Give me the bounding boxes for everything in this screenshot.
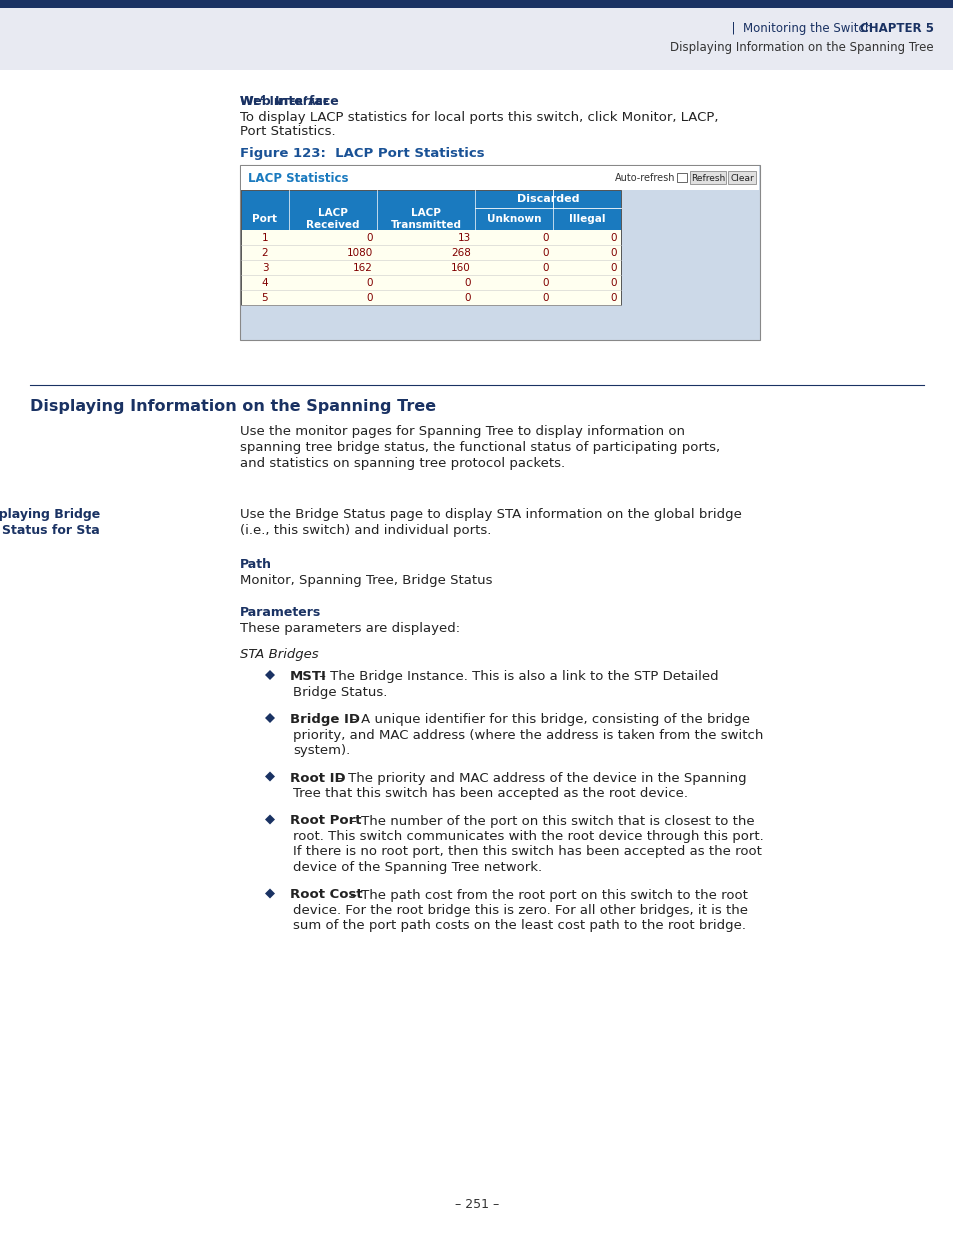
Bar bbox=[689, 170, 725, 184]
Bar bbox=[241, 190, 620, 230]
Text: 1080: 1080 bbox=[346, 247, 373, 258]
Text: These parameters are displayed:: These parameters are displayed: bbox=[240, 622, 459, 635]
Text: 162: 162 bbox=[353, 263, 373, 273]
Bar bbox=[241, 230, 620, 245]
Text: Bridge ID: Bridge ID bbox=[290, 713, 359, 726]
Text: system).: system). bbox=[293, 743, 350, 757]
Text: STA Bridges: STA Bridges bbox=[240, 648, 318, 661]
Text: Port Statistics.: Port Statistics. bbox=[240, 125, 335, 138]
Text: Figure 123:  LACP Port Statistics: Figure 123: LACP Port Statistics bbox=[240, 147, 484, 161]
Text: 0: 0 bbox=[610, 247, 617, 258]
Text: – The priority and MAC address of the device in the Spanning: – The priority and MAC address of the de… bbox=[333, 772, 746, 784]
Text: 0: 0 bbox=[610, 232, 617, 242]
Bar bbox=[241, 245, 620, 261]
Text: priority, and MAC address (where the address is taken from the switch: priority, and MAC address (where the add… bbox=[293, 729, 762, 741]
Text: sum of the port path costs on the least cost path to the root bridge.: sum of the port path costs on the least … bbox=[293, 920, 745, 932]
Text: Wᴇᴬ Iɴᴛᴇʀᶠᴀᴄᴇ: Wᴇᴬ Iɴᴛᴇʀᶠᴀᴄᴇ bbox=[240, 95, 329, 107]
Bar bbox=[241, 190, 620, 305]
Text: Port: Port bbox=[253, 214, 277, 224]
Text: 0: 0 bbox=[366, 232, 373, 242]
Text: – The number of the port on this switch that is closest to the: – The number of the port on this switch … bbox=[345, 815, 754, 827]
Text: 0: 0 bbox=[366, 293, 373, 303]
Text: device. For the root bridge this is zero. For all other bridges, it is the: device. For the root bridge this is zero… bbox=[293, 904, 747, 918]
Text: – 251 –: – 251 – bbox=[455, 1198, 498, 1212]
Text: – The path cost from the root port on this switch to the root: – The path cost from the root port on th… bbox=[345, 888, 747, 902]
Text: Web Interface: Web Interface bbox=[240, 95, 338, 107]
Text: To display LACP statistics for local ports this switch, click Monitor, LACP,: To display LACP statistics for local por… bbox=[240, 111, 718, 124]
Text: Use the monitor pages for Spanning Tree to display information on: Use the monitor pages for Spanning Tree … bbox=[240, 425, 684, 438]
Text: (i.e., this switch) and individual ports.: (i.e., this switch) and individual ports… bbox=[240, 524, 491, 537]
Text: 0: 0 bbox=[610, 263, 617, 273]
Text: Monitor, Spanning Tree, Bridge Status: Monitor, Spanning Tree, Bridge Status bbox=[240, 574, 492, 587]
Text: Root Port: Root Port bbox=[290, 815, 361, 827]
Bar bbox=[241, 165, 759, 190]
Text: – A unique identifier for this bridge, consisting of the bridge: – A unique identifier for this bridge, c… bbox=[345, 713, 749, 726]
Text: 0: 0 bbox=[464, 293, 471, 303]
Polygon shape bbox=[265, 888, 274, 899]
Text: 0: 0 bbox=[542, 263, 548, 273]
Bar bbox=[0, 7, 953, 70]
Bar bbox=[241, 290, 620, 305]
Text: device of the Spanning Tree network.: device of the Spanning Tree network. bbox=[293, 861, 541, 874]
Text: 2: 2 bbox=[261, 247, 268, 258]
Text: If there is no root port, then this switch has been accepted as the root: If there is no root port, then this swit… bbox=[293, 846, 761, 858]
Text: LACP
Received: LACP Received bbox=[306, 209, 359, 230]
Text: – The Bridge Instance. This is also a link to the STP Detailed: – The Bridge Instance. This is also a li… bbox=[314, 671, 718, 683]
Text: and statistics on spanning tree protocol packets.: and statistics on spanning tree protocol… bbox=[240, 457, 564, 471]
Bar bbox=[727, 170, 755, 184]
Bar bbox=[677, 173, 686, 182]
Text: 3: 3 bbox=[261, 263, 268, 273]
Text: Unknown: Unknown bbox=[486, 214, 540, 224]
Text: 0: 0 bbox=[464, 278, 471, 288]
Text: 0: 0 bbox=[366, 278, 373, 288]
Text: 0: 0 bbox=[542, 293, 548, 303]
Text: Discarded: Discarded bbox=[517, 194, 578, 204]
Text: Path: Path bbox=[240, 558, 272, 571]
Bar bbox=[240, 165, 760, 340]
Text: Root Cost: Root Cost bbox=[290, 888, 362, 902]
Text: Displaying Bridge: Displaying Bridge bbox=[0, 508, 100, 521]
Text: MSTI: MSTI bbox=[290, 671, 327, 683]
Text: |  Monitoring the Switch: | Monitoring the Switch bbox=[723, 21, 871, 35]
Text: LACP
Transmitted: LACP Transmitted bbox=[390, 209, 461, 230]
Text: 0: 0 bbox=[542, 232, 548, 242]
Text: Clear: Clear bbox=[729, 173, 753, 183]
Text: Bridge Status.: Bridge Status. bbox=[293, 685, 387, 699]
Text: Auto-refresh: Auto-refresh bbox=[615, 173, 675, 183]
Text: Refresh: Refresh bbox=[690, 173, 724, 183]
Text: 0: 0 bbox=[610, 278, 617, 288]
Text: Displaying Information on the Spanning Tree: Displaying Information on the Spanning T… bbox=[670, 41, 933, 53]
Text: 0: 0 bbox=[542, 278, 548, 288]
Text: 160: 160 bbox=[451, 263, 471, 273]
Polygon shape bbox=[265, 713, 274, 722]
Bar bbox=[241, 261, 620, 275]
Text: CHAPTER 5: CHAPTER 5 bbox=[859, 21, 933, 35]
Text: LACP Statistics: LACP Statistics bbox=[248, 172, 348, 184]
Text: 0: 0 bbox=[610, 293, 617, 303]
Text: Root ID: Root ID bbox=[290, 772, 345, 784]
Text: root. This switch communicates with the root device through this port.: root. This switch communicates with the … bbox=[293, 830, 763, 844]
Text: 13: 13 bbox=[457, 232, 471, 242]
Text: Tree that this switch has been accepted as the root device.: Tree that this switch has been accepted … bbox=[293, 787, 687, 800]
Text: spanning tree bridge status, the functional status of participating ports,: spanning tree bridge status, the functio… bbox=[240, 441, 720, 454]
Text: Use the Bridge Status page to display STA information on the global bridge: Use the Bridge Status page to display ST… bbox=[240, 508, 741, 521]
Text: Parameters: Parameters bbox=[240, 606, 321, 619]
Text: Status for Sta: Status for Sta bbox=[2, 524, 100, 537]
Text: 4: 4 bbox=[261, 278, 268, 288]
Text: 1: 1 bbox=[261, 232, 268, 242]
Polygon shape bbox=[265, 772, 274, 782]
Text: Displaying Information on the Spanning Tree: Displaying Information on the Spanning T… bbox=[30, 399, 436, 414]
Bar bbox=[241, 275, 620, 290]
Text: 0: 0 bbox=[542, 247, 548, 258]
Polygon shape bbox=[265, 815, 274, 825]
Text: Illegal: Illegal bbox=[568, 214, 604, 224]
Text: 268: 268 bbox=[451, 247, 471, 258]
Text: 5: 5 bbox=[261, 293, 268, 303]
Polygon shape bbox=[265, 671, 274, 680]
Bar bbox=[0, 0, 953, 7]
